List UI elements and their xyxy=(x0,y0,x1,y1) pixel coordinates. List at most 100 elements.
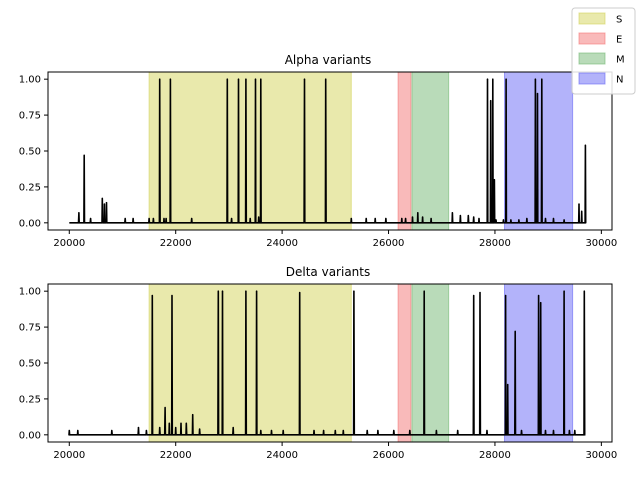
delta-x-axis: 20000 22000 24000 26000 28000 30000 xyxy=(53,442,617,461)
alpha-data-point xyxy=(148,217,150,220)
delta-data-point xyxy=(457,429,459,432)
delta-y-axis: 0.00 0.25 0.50 0.75 1.00 xyxy=(19,287,48,441)
alpha-region-S xyxy=(148,71,352,231)
alpha-data-point xyxy=(411,216,414,218)
alpha-x-tick-label: 22000 xyxy=(160,238,192,249)
alpha-data-point xyxy=(541,78,543,80)
delta-data-point xyxy=(409,429,411,432)
legend-swatch-N xyxy=(578,72,606,85)
delta-data-point xyxy=(255,290,258,292)
delta-data-point xyxy=(323,429,325,432)
alpha-data-point xyxy=(467,215,469,217)
delta-data-point xyxy=(473,294,475,297)
legend-label-S: S xyxy=(616,15,622,26)
alpha-data-point xyxy=(78,212,80,214)
alpha-data-point xyxy=(83,154,85,156)
delta-data-point xyxy=(164,406,166,409)
legend-swatch-M xyxy=(578,52,606,65)
delta-data-point xyxy=(217,290,219,292)
legend-label-N: N xyxy=(616,75,623,86)
alpha-y-axis: 0.00 0.25 0.50 0.75 1.00 xyxy=(19,75,48,229)
delta-data-point xyxy=(260,429,262,432)
alpha-data-point xyxy=(536,92,539,95)
legend-label-M: M xyxy=(616,55,625,66)
alpha-data-point xyxy=(502,219,505,221)
delta-panel: Delta variants 20000 22000 24000 26000 28000… xyxy=(19,265,618,461)
delta-y-tick-label: 0.25 xyxy=(19,394,41,405)
delta-data-point xyxy=(151,294,153,297)
alpha-data-point xyxy=(490,100,492,102)
delta-data-point xyxy=(366,429,368,432)
alpha-data-point xyxy=(534,78,536,80)
alpha-x-axis: 20000 22000 24000 26000 28000 30000 xyxy=(53,230,617,249)
delta-gene-regions xyxy=(148,283,574,443)
delta-data-point xyxy=(180,422,182,424)
alpha-data-point xyxy=(163,217,165,220)
alpha-data-point xyxy=(404,217,407,220)
alpha-data-point xyxy=(578,203,580,205)
delta-y-tick-label: 0.75 xyxy=(19,323,41,334)
delta-data-point xyxy=(175,427,177,429)
delta-data-point xyxy=(168,422,170,424)
alpha-data-point xyxy=(254,78,257,80)
delta-data-point xyxy=(479,292,481,294)
alpha-data-point xyxy=(159,78,161,80)
alpha-data-point xyxy=(260,78,262,80)
delta-x-tick-label: 28000 xyxy=(479,450,511,461)
delta-data-point xyxy=(377,429,379,432)
alpha-data-point xyxy=(544,217,547,220)
alpha-data-point xyxy=(249,217,251,220)
delta-data-point xyxy=(504,294,507,297)
alpha-data-point xyxy=(518,219,520,221)
alpha-data-point xyxy=(230,217,233,220)
alpha-data-point xyxy=(105,202,108,204)
delta-data-point xyxy=(563,290,565,292)
delta-data-point xyxy=(137,427,140,429)
alpha-data-point xyxy=(325,78,327,80)
alpha-data-point xyxy=(245,78,247,80)
delta-x-tick-label: 24000 xyxy=(266,450,298,461)
alpha-data-point xyxy=(303,78,306,80)
alpha-region-E xyxy=(397,71,412,231)
delta-data-point xyxy=(77,429,79,432)
alpha-data-point xyxy=(417,212,419,214)
alpha-data-point xyxy=(365,217,367,220)
delta-data-point xyxy=(540,302,542,304)
alpha-data-point xyxy=(478,217,480,220)
alpha-data-point xyxy=(103,203,105,205)
alpha-x-tick-label: 26000 xyxy=(373,238,405,249)
delta-data-point xyxy=(171,294,173,297)
alpha-data-point xyxy=(552,217,555,220)
alpha-data-point xyxy=(493,179,496,181)
alpha-x-tick-label: 30000 xyxy=(585,238,617,249)
alpha-data-point xyxy=(495,219,497,221)
alpha-data-point xyxy=(584,144,586,146)
delta-data-point xyxy=(221,290,224,292)
delta-x-tick-label: 30000 xyxy=(585,450,617,461)
delta-region-E xyxy=(397,283,412,443)
legend-label-E: E xyxy=(616,35,622,46)
alpha-data-point xyxy=(401,217,403,220)
delta-data-point xyxy=(192,414,194,416)
delta-data-point xyxy=(435,429,438,432)
alpha-gene-regions xyxy=(148,71,574,231)
alpha-data-point xyxy=(505,78,507,80)
delta-data-point xyxy=(185,422,187,424)
alpha-series xyxy=(69,78,587,224)
alpha-data-point xyxy=(451,212,453,214)
legend-swatch-S xyxy=(578,12,606,25)
alpha-x-tick-label: 28000 xyxy=(479,238,511,249)
delta-data-point xyxy=(282,429,284,432)
delta-data-point xyxy=(342,429,344,432)
delta-data-point xyxy=(574,429,576,432)
delta-data-point xyxy=(334,429,336,432)
alpha-data-point xyxy=(459,215,461,217)
legend-swatch-E xyxy=(578,32,606,45)
delta-x-tick-label: 26000 xyxy=(373,450,405,461)
alpha-y-tick-label: 0.50 xyxy=(19,147,41,158)
alpha-data-point xyxy=(563,219,565,221)
alpha-data-point xyxy=(169,78,171,80)
alpha-data-point xyxy=(473,216,475,218)
delta-y-tick-label: 1.00 xyxy=(19,287,41,298)
